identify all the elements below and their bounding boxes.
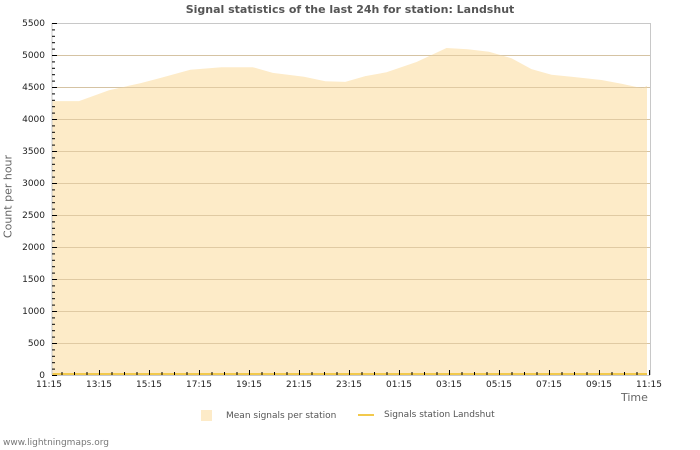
svg-text:17:15: 17:15: [186, 380, 212, 390]
svg-text:19:15: 19:15: [236, 380, 262, 390]
svg-text:07:15: 07:15: [536, 380, 562, 390]
svg-text:4000: 4000: [22, 115, 45, 125]
svg-text:03:15: 03:15: [436, 380, 462, 390]
svg-text:500: 500: [28, 339, 45, 349]
svg-text:11:15: 11:15: [36, 380, 62, 390]
svg-text:3500: 3500: [22, 147, 45, 157]
x-axis-label: Time: [621, 391, 648, 404]
svg-text:0: 0: [39, 371, 45, 381]
svg-text:1500: 1500: [22, 275, 45, 285]
site-credit: www.lightningmaps.org: [3, 438, 109, 448]
legend-item-station[interactable]: Signals station Landshut: [358, 410, 495, 420]
svg-text:2500: 2500: [22, 211, 45, 221]
svg-text:3000: 3000: [22, 179, 45, 189]
mean-signals-area: [52, 48, 647, 375]
svg-text:09:15: 09:15: [586, 380, 612, 390]
svg-text:01:15: 01:15: [386, 380, 412, 390]
svg-text:5500: 5500: [22, 19, 45, 29]
y-axis-ticks: 0 500 1000 1500 2000 2500 3000 3500 4000 4500 5000…: [22, 19, 57, 381]
legend-item-mean[interactable]: Mean signals per station: [201, 410, 336, 421]
svg-text:15:15: 15:15: [136, 380, 162, 390]
y-axis-label: Count per hour: [1, 154, 15, 239]
chart-title: Signal statistics of the last 24h for st…: [185, 3, 515, 16]
legend-label: Mean signals per station: [226, 410, 337, 421]
svg-text:1000: 1000: [22, 307, 45, 317]
area-swatch-icon: [201, 410, 212, 421]
svg-text:5000: 5000: [22, 51, 45, 61]
svg-text:23:15: 23:15: [336, 380, 362, 390]
svg-text:13:15: 13:15: [86, 380, 112, 390]
x-axis-ticks: 11:15 13:15 15:15 17:15 19:15 21:15 23:15 01:15…: [36, 370, 662, 390]
line-swatch-icon: [358, 414, 374, 416]
svg-text:4500: 4500: [22, 83, 45, 93]
svg-text:21:15: 21:15: [286, 380, 312, 390]
svg-text:05:15: 05:15: [486, 380, 512, 390]
svg-text:2000: 2000: [22, 243, 45, 253]
svg-text:11:15: 11:15: [636, 380, 662, 390]
legend-label: Signals station Landshut: [384, 410, 495, 420]
plot-frame: [51, 23, 651, 376]
